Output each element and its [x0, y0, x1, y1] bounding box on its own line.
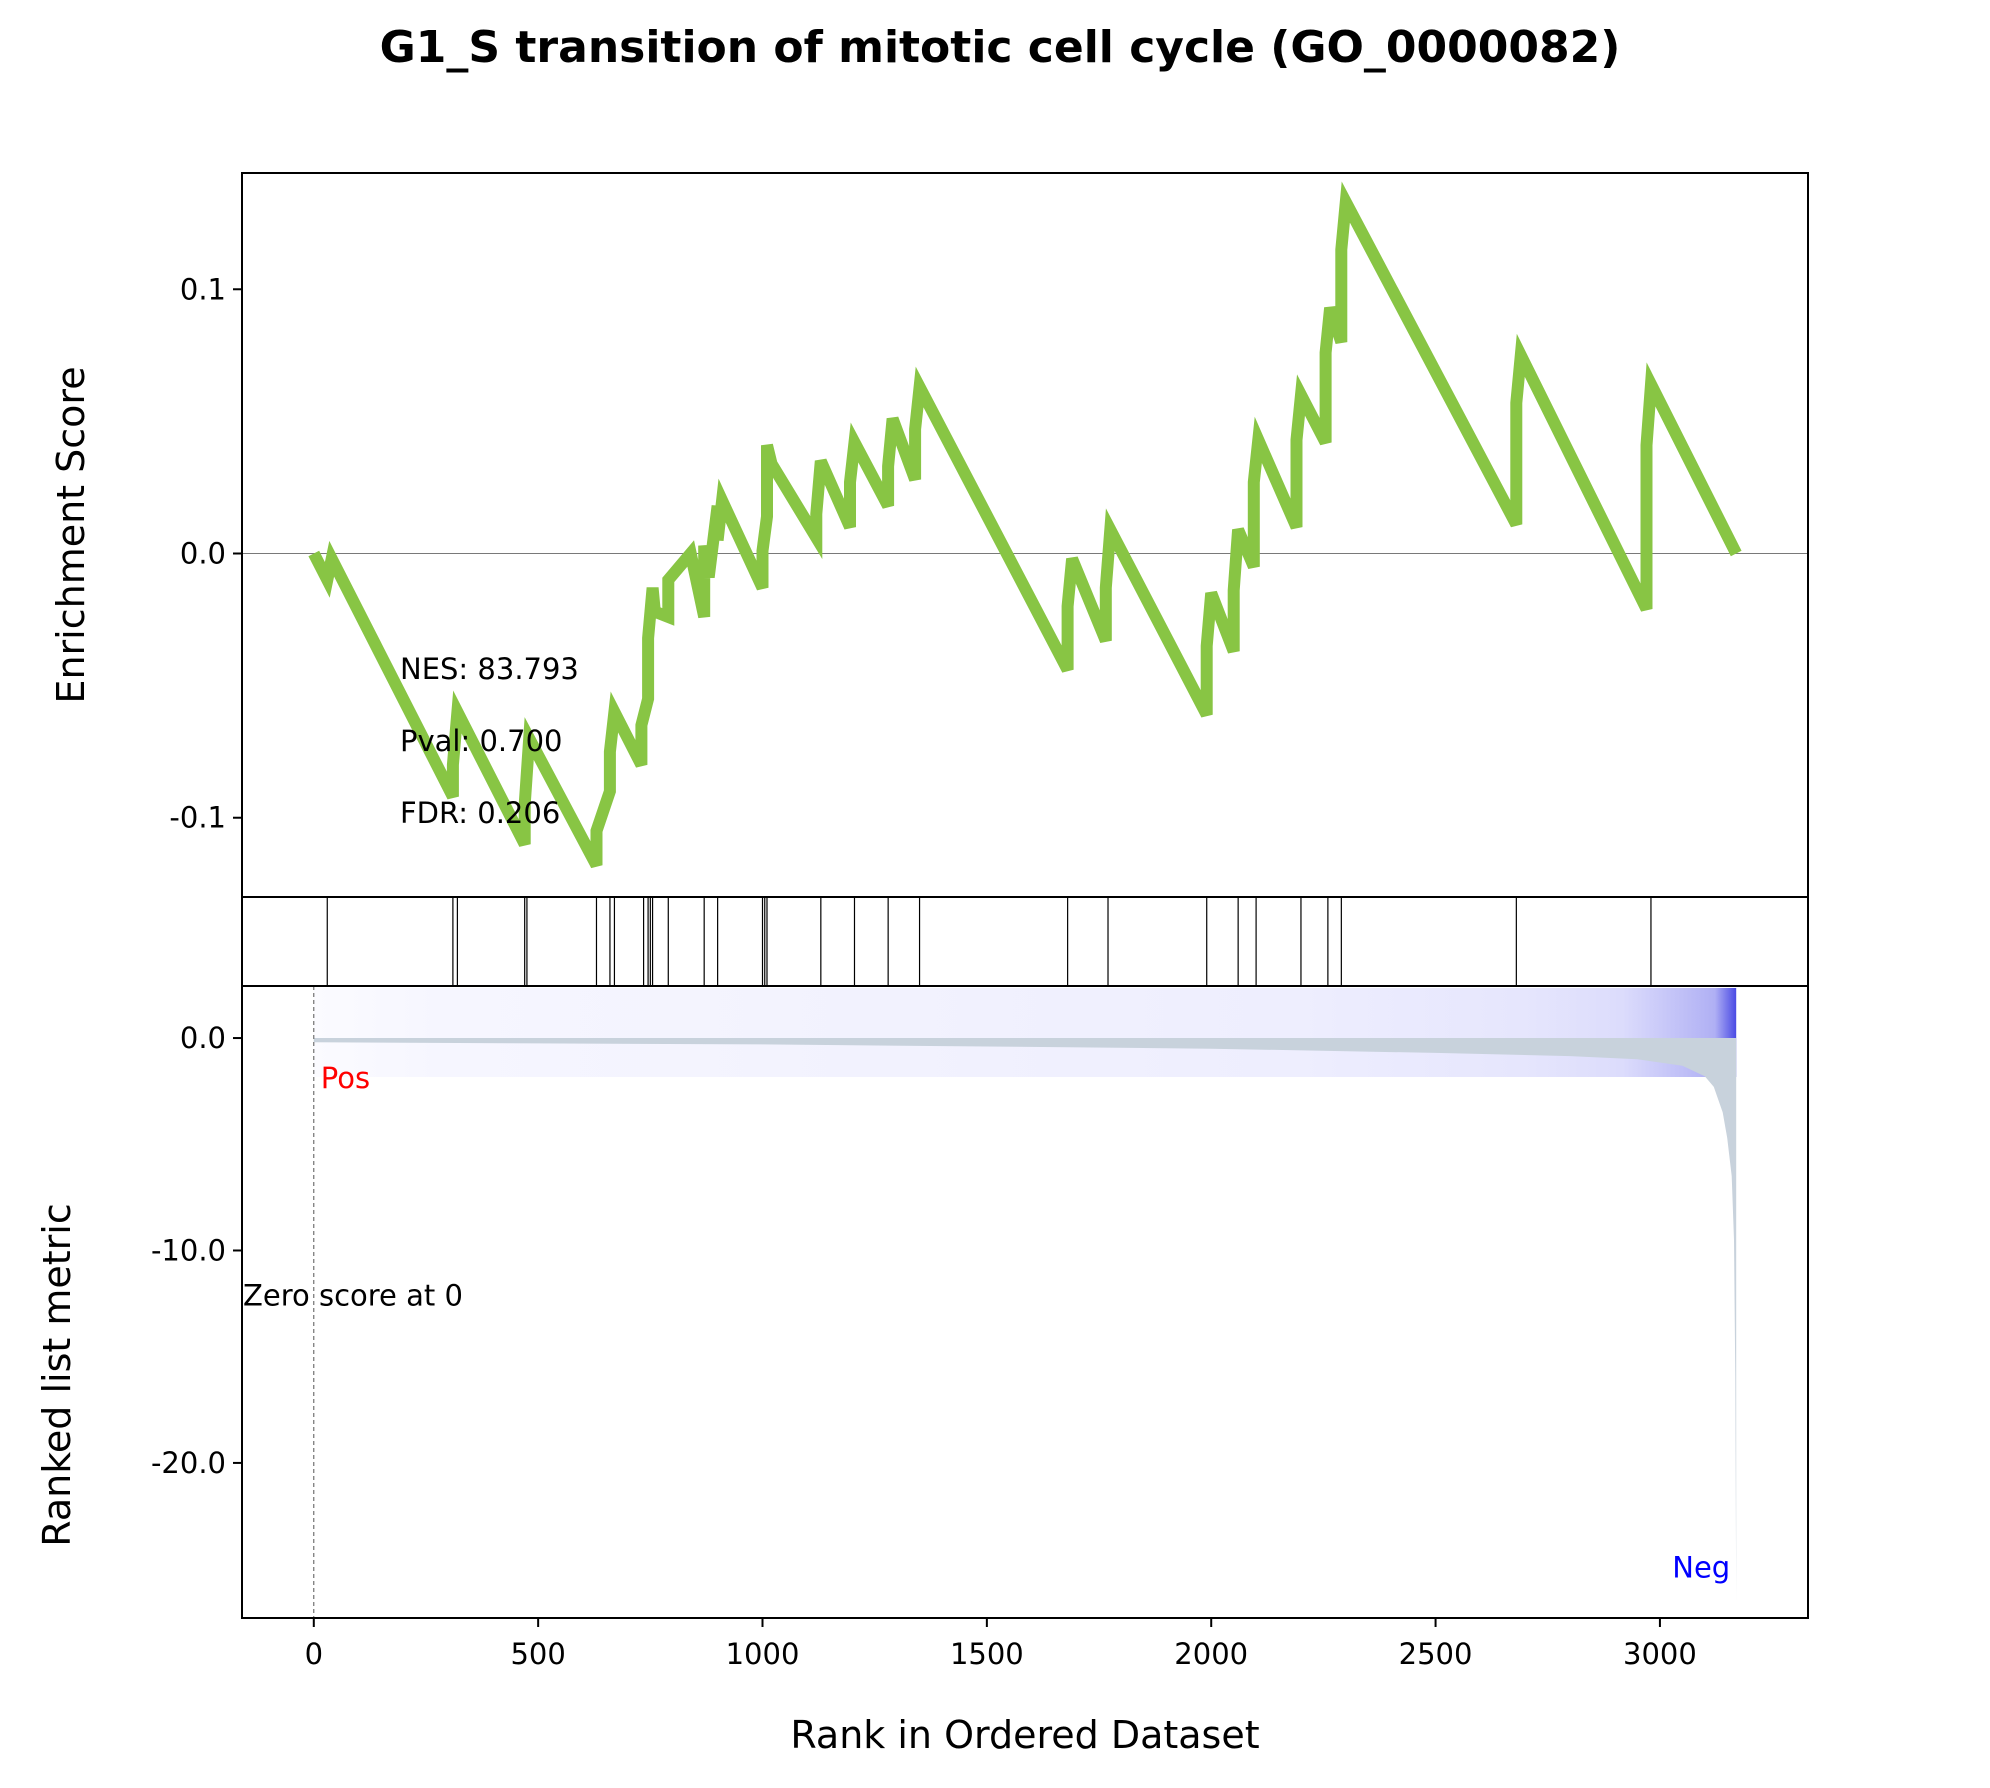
zero-score-label: Zero score at 0 — [243, 1279, 463, 1313]
ranked-ylabel: Ranked list metric — [35, 1203, 79, 1546]
ranked-y-tick-label: -10.0 — [151, 1233, 226, 1267]
x-tick-label: 500 — [510, 1637, 565, 1671]
es-y-tick-label: -0.1 — [169, 801, 226, 835]
hits-panel-frame — [241, 896, 1809, 987]
x-tick-label: 2500 — [1399, 1637, 1473, 1671]
stat-fdr: FDR: 0.206 — [400, 796, 560, 830]
x-axis-label: Rank in Ordered Dataset — [790, 1713, 1259, 1757]
x-tick-label: 3000 — [1623, 1637, 1697, 1671]
stat-pval: Pval: 0.700 — [400, 724, 563, 758]
es-y-ticks: 0.1 0.0 -0.1 — [169, 272, 242, 835]
es-curve — [308, 181, 1742, 869]
rank-heatmap-strip — [313, 988, 1737, 1077]
stat-nes: NES: 83.793 — [400, 652, 579, 686]
es-stats: NES: 83.793 Pval: 0.700 FDR: 0.206 — [400, 652, 579, 830]
x-tick-label: 1000 — [726, 1637, 800, 1671]
es-y-tick-label: 0.1 — [180, 272, 226, 306]
ranked-y-tick-label: -20.0 — [151, 1446, 226, 1480]
es-panel: 0.1 0.0 -0.1 Enrichment Score NES: 83.793 … — [49, 172, 1809, 898]
pos-label: Pos — [321, 1061, 370, 1095]
ranked-panel-frame — [241, 985, 1809, 1619]
hit-lines — [326, 897, 1652, 986]
x-axis-ticks: 0 500 1000 1500 2000 2500 3000 — [305, 1618, 1697, 1671]
x-tick-label: 0 — [305, 1637, 323, 1671]
chart-title: G1_S transition of mitotic cell cycle (G… — [380, 22, 1621, 73]
ranked-metric-area — [313, 1038, 1737, 1601]
hits-panel — [241, 896, 1809, 987]
neg-label: Neg — [1672, 1551, 1730, 1585]
ranked-y-ticks: 0.0 -10.0 -20.0 — [151, 1021, 242, 1480]
ranked-panel: Zero score at 0 Pos Neg 0.0 -10.0 -20.0 Ra… — [35, 985, 1809, 1619]
es-y-tick-label: 0.0 — [180, 536, 226, 570]
es-ylabel: Enrichment Score — [49, 366, 93, 703]
x-tick-label: 2000 — [1174, 1637, 1248, 1671]
x-tick-label: 1500 — [950, 1637, 1024, 1671]
ranked-y-tick-label: 0.0 — [180, 1021, 226, 1055]
es-panel-frame — [241, 172, 1809, 898]
